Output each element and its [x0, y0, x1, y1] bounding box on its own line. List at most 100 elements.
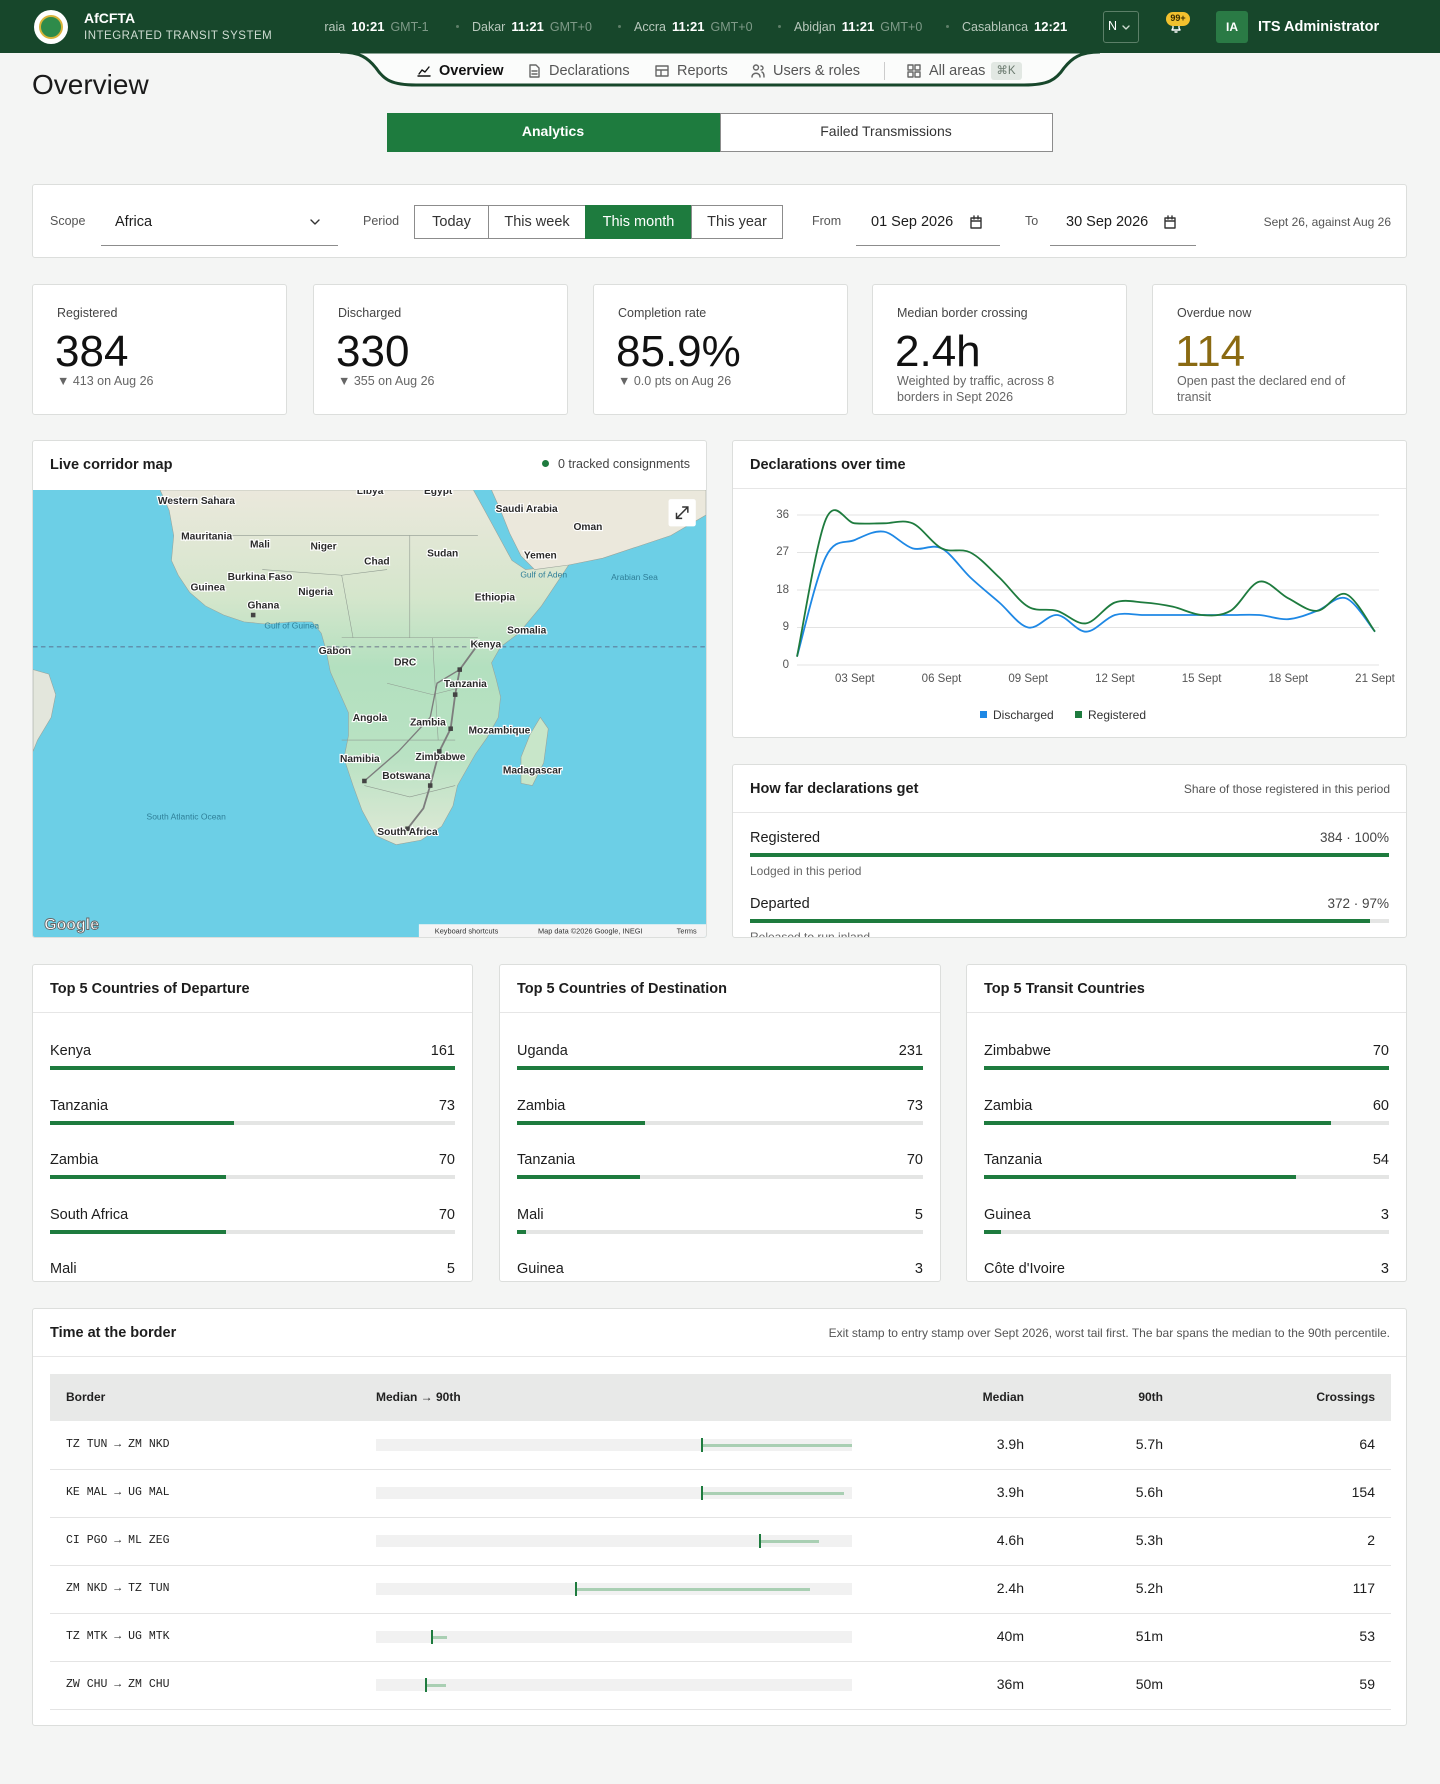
legend-label: Discharged [993, 707, 1054, 722]
row-divider [50, 1661, 1391, 1662]
from-date[interactable]: 01 Sep 2026 [871, 213, 954, 230]
logo [34, 10, 68, 44]
range-bar [701, 1443, 852, 1447]
row-divider [50, 1517, 1391, 1518]
nav-icon [417, 66, 431, 77]
scope-value[interactable]: Africa [115, 213, 153, 230]
bar-label: Uganda [517, 1042, 568, 1059]
language-select[interactable] [1103, 11, 1139, 43]
median-value: 36m [996, 1676, 1024, 1693]
crossings-value: 59 [1359, 1676, 1375, 1693]
x-tick-label: 21 Sept [1355, 672, 1395, 685]
from-calendar-path [970, 215, 982, 229]
median-marker [425, 1678, 428, 1692]
nav-item[interactable]: All areas [929, 62, 986, 79]
map-status: 0 tracked consignments [541, 457, 690, 473]
range-bar [760, 1539, 819, 1543]
y-tick-label: 27 [776, 546, 789, 559]
map-label: Kenya [471, 639, 502, 650]
range-bar [426, 1683, 446, 1687]
chart-title: Declarations over time [750, 456, 906, 473]
bar [50, 1175, 227, 1180]
period-button[interactable] [414, 205, 489, 239]
range-bar [576, 1587, 811, 1591]
user-avatar[interactable] [1216, 11, 1248, 43]
p90-value: 51m [1135, 1628, 1163, 1645]
bar [984, 1175, 1297, 1180]
map-label: South Africa [377, 827, 438, 838]
bar-value: 70 [1372, 1042, 1389, 1059]
bar [984, 1120, 1332, 1125]
clock-time: 11:21 [671, 19, 705, 34]
status-dot [541, 460, 549, 467]
country-border [364, 785, 456, 798]
median-marker [700, 1438, 703, 1452]
bar-value: 231 [898, 1042, 923, 1059]
brand-subtitle: INTEGRATED TRANSIT SYSTEM [84, 29, 273, 42]
table-header [50, 1374, 1391, 1421]
chart-title: How far declarations get [750, 780, 919, 797]
top-bar [0, 0, 1440, 53]
language-code: N [1108, 19, 1118, 34]
to-date[interactable]: 30 Sep 2026 [1066, 213, 1149, 230]
chart-card: Top 5 Countries of Departure Kenya 161 Tanz… [32, 964, 473, 1282]
map-label: Western Sahara [158, 496, 235, 507]
nav-item[interactable]: Overview [439, 62, 504, 79]
bar-track [50, 1229, 455, 1234]
median-value: 2.4h [996, 1580, 1024, 1597]
map-label: Botswana [382, 771, 431, 782]
nav-item[interactable]: Reports [677, 62, 728, 79]
notifications-badge[interactable] [1166, 12, 1190, 26]
bar-label: Zambia [984, 1097, 1033, 1114]
chart-title: Top 5 Countries of Destination [517, 980, 727, 997]
column-header: Median → 90th [376, 1389, 461, 1404]
nav-item[interactable]: Users & roles [773, 62, 861, 79]
country-border [341, 575, 354, 638]
bar [984, 1066, 1389, 1070]
kpi-note: Weighted by traffic, across 8 borders in… [897, 374, 1055, 404]
bar-value: 73 [906, 1097, 923, 1114]
map-label: Nigeria [298, 587, 333, 598]
bar [750, 919, 1370, 923]
line-chart [796, 509, 1379, 666]
chart-card: Declarations over time 0 9 18 27 36 03 Sept 06 … [732, 440, 1407, 738]
bar-value: 3 [914, 1261, 923, 1278]
border-name: TZ TUN → ZM NKD [66, 1437, 170, 1451]
bar-label: Departed [750, 895, 810, 912]
clock: Abidjan 11:21 GMT+0 [794, 19, 922, 36]
map-label: Burkina Faso [228, 572, 293, 583]
map-attribution: Keyboard shortcuts [435, 927, 499, 936]
nav-icon-path [907, 64, 921, 78]
x-tick-label: 06 Sept [921, 672, 962, 685]
tab[interactable] [387, 113, 720, 152]
bar-label: Zimbabwe [984, 1042, 1051, 1059]
p90-value: 5.2h [1135, 1580, 1163, 1597]
map-label: Gulf of Aden [520, 569, 567, 579]
header-divider [33, 1356, 1406, 1357]
bar-label: Zambia [517, 1097, 566, 1114]
map-label: Yemen [524, 551, 557, 562]
column-header: Median [982, 1389, 1024, 1404]
user-name[interactable]: ITS Administrator [1258, 18, 1380, 35]
to-calendar-path [1164, 215, 1176, 229]
period-button[interactable] [691, 205, 783, 239]
header-divider [500, 1012, 940, 1013]
bar-label: Kenya [50, 1042, 92, 1059]
x-tick-label: 03 Sept [834, 672, 875, 685]
tab[interactable] [720, 113, 1053, 152]
bar-track [50, 1175, 455, 1180]
clock-city: Abidjan [794, 20, 836, 34]
border-card: Time at the border Exit stamp to entry st… [32, 1308, 1407, 1726]
chart-card: Top 5 Transit Countries Zimbabwe 70 Zambia 6… [966, 964, 1407, 1282]
nav-item[interactable]: Declarations [549, 62, 630, 79]
kpi-note: ▼ 0.0 pts on Aug 26 [618, 374, 732, 388]
comparison: Sept 26, against Aug 26 [1263, 214, 1391, 229]
map-label: Sudan [427, 548, 458, 559]
nav-divider [884, 62, 885, 80]
expand-icon [675, 506, 689, 520]
clock-strip: Praia 10:21 GMT-1 Dakar 11:21 GMT+0 Accra 11:21… [324, 10, 1090, 44]
bar [517, 1229, 526, 1234]
median-marker [759, 1534, 762, 1548]
page-title: Overview [32, 68, 149, 100]
